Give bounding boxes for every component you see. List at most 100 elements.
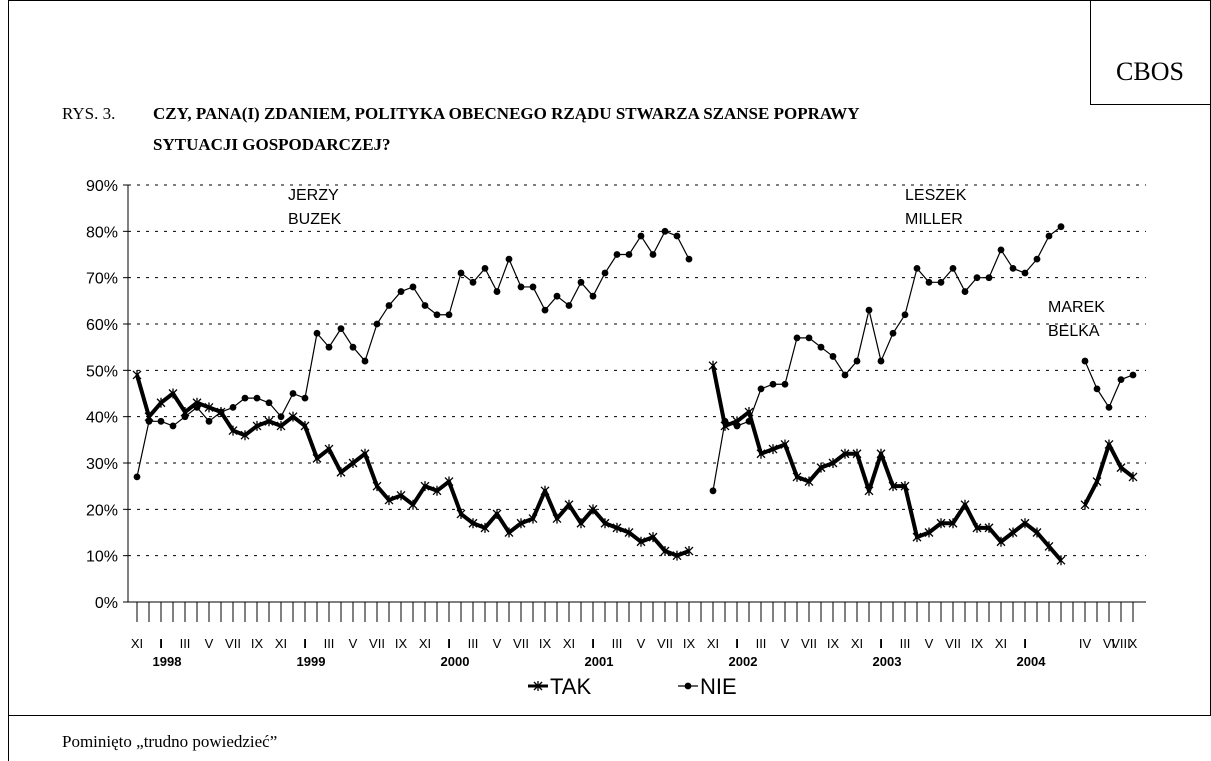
x-tick-label: XI <box>131 636 143 651</box>
x-tick-label: V <box>205 636 214 651</box>
year-label: 2000 <box>441 654 470 669</box>
marker <box>636 536 646 547</box>
marker <box>744 407 754 418</box>
marker <box>600 518 610 529</box>
marker <box>289 390 297 397</box>
x-tick-label: V <box>349 636 358 651</box>
marker <box>468 518 478 529</box>
x-tick-label: VII <box>801 636 817 651</box>
marker <box>817 343 825 351</box>
annotation: BUZEK <box>288 211 342 228</box>
marker <box>312 453 322 464</box>
x-tick-label: V <box>493 636 502 651</box>
series-line <box>136 226 1134 491</box>
marker <box>997 246 1005 254</box>
marker <box>1033 255 1041 263</box>
marker <box>1128 471 1138 482</box>
marker <box>457 269 465 277</box>
x-tick-label: XI <box>851 636 863 651</box>
legend-marker <box>684 682 692 690</box>
marker <box>349 343 357 351</box>
marker <box>553 292 561 300</box>
source-box <box>1090 0 1211 105</box>
marker <box>877 357 885 365</box>
marker <box>421 302 429 309</box>
x-tick-label: IX <box>539 636 552 651</box>
marker <box>420 481 430 492</box>
annotation: JERZY <box>288 187 339 204</box>
marker <box>132 369 142 380</box>
marker <box>1021 269 1029 277</box>
year-label: 2004 <box>1017 654 1047 669</box>
x-tick-label: I <box>1023 636 1027 651</box>
marker <box>781 380 789 388</box>
marker <box>564 499 574 510</box>
legend-label: NIE <box>700 674 737 699</box>
x-tick-label: I <box>879 636 883 651</box>
marker <box>324 444 334 455</box>
marker <box>480 522 490 533</box>
marker <box>456 508 466 519</box>
marker <box>864 485 874 496</box>
marker <box>373 320 381 328</box>
marker <box>481 265 489 272</box>
marker <box>757 385 765 393</box>
x-tick-label: XI <box>563 636 575 651</box>
marker <box>1117 376 1125 383</box>
marker <box>900 481 910 492</box>
marker <box>300 420 310 431</box>
marker <box>193 404 201 411</box>
title-line: SYTUACJI GOSPODARCZEJ? <box>153 135 391 154</box>
annotation: MILLER <box>905 211 963 228</box>
marker <box>1057 223 1065 231</box>
legend-marker <box>533 681 543 691</box>
marker <box>889 329 897 337</box>
marker <box>385 302 393 309</box>
x-tick-label: IX <box>395 636 408 651</box>
marker <box>325 343 333 351</box>
marker <box>409 283 417 291</box>
marker <box>588 504 598 515</box>
x-tick-label: V <box>637 636 646 651</box>
marker <box>937 278 945 286</box>
marker <box>264 416 274 427</box>
marker <box>384 495 394 506</box>
marker <box>612 522 622 533</box>
marker <box>768 444 778 455</box>
marker <box>240 430 250 441</box>
marker <box>277 413 285 421</box>
marker <box>613 251 621 258</box>
marker <box>432 485 442 496</box>
marker <box>780 439 790 450</box>
marker <box>637 232 645 240</box>
title-line: CZY, PANA(I) ZDANIEM, POLITYKA OBECNEGO … <box>153 104 860 123</box>
marker <box>972 522 982 533</box>
marker <box>565 302 573 309</box>
year-label: 1999 <box>297 654 326 669</box>
marker <box>804 476 814 487</box>
marker <box>301 394 309 402</box>
x-tick-label: X <box>1129 636 1138 651</box>
marker <box>876 448 886 459</box>
marker <box>576 518 586 529</box>
y-tick-label: 90% <box>86 178 118 195</box>
marker <box>829 353 837 360</box>
marker <box>1093 385 1101 393</box>
marker <box>337 325 345 333</box>
marker <box>552 513 562 524</box>
marker <box>348 458 358 468</box>
year-label: 2002 <box>729 654 758 669</box>
y-tick-label: 10% <box>86 549 118 566</box>
x-tick-label: I <box>447 636 451 651</box>
x-tick-label: VII <box>513 636 529 651</box>
marker <box>840 448 850 459</box>
marker <box>924 527 934 538</box>
marker <box>540 485 550 496</box>
marker <box>156 397 166 408</box>
marker <box>973 274 981 282</box>
marker <box>841 371 849 379</box>
marker <box>649 251 657 258</box>
x-tick-label: I <box>303 636 307 651</box>
y-tick-label: 40% <box>86 410 118 427</box>
y-tick-label: 0% <box>95 595 118 612</box>
